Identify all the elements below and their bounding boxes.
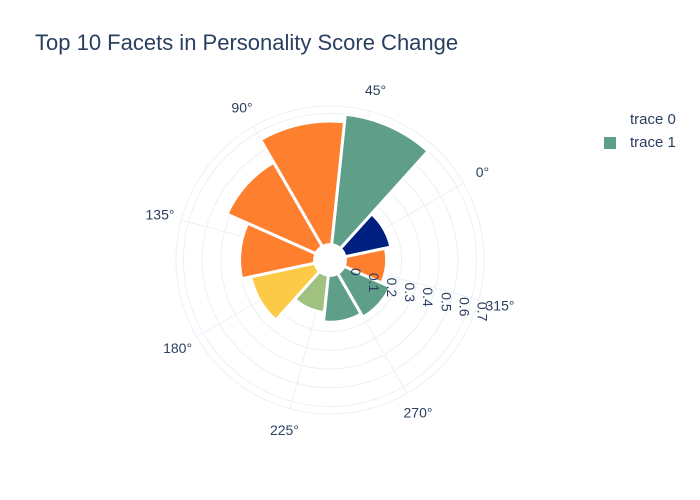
- legend-label-trace-0: trace 0: [630, 111, 676, 128]
- angular-tick-label: 315°: [486, 298, 515, 314]
- radial-axis-labels: 00.1 0.2 0.3 0.4 0.5 0.6 0.7: [348, 268, 491, 322]
- radial-tick-label: 0.3: [402, 283, 418, 303]
- angular-tick-label: 225°: [270, 422, 299, 438]
- chart-title: Top 10 Facets in Personality Score Chang…: [35, 30, 459, 55]
- polar-bars: [224, 112, 431, 324]
- angular-tick-label: 135°: [146, 206, 175, 222]
- legend-swatch-trace-0: [604, 114, 616, 126]
- radial-tick-label: 0.4: [420, 287, 436, 307]
- angular-tick-label: 90°: [231, 100, 252, 116]
- legend-swatch-trace-1: [604, 136, 616, 149]
- angular-axis-labels: 0° 45° 90° 135° 180° 225° 270° 315°: [146, 82, 515, 438]
- angular-tick-label: 45°: [365, 82, 386, 98]
- polar-bar-5[interactable]: [249, 261, 322, 323]
- radial-tick-label: 0.1: [366, 273, 382, 293]
- legend-item-trace-0[interactable]: trace 0: [604, 108, 676, 131]
- radial-tick-label: 0: [348, 268, 364, 276]
- outer-grid-circle: [175, 105, 485, 415]
- radial-tick-label: 0.2: [384, 278, 400, 298]
- radial-tick-label: 0.7: [475, 302, 491, 322]
- angular-tick-label: 180°: [163, 340, 192, 356]
- polar-bar-8[interactable]: [335, 264, 393, 320]
- polar-bar-4[interactable]: [238, 221, 318, 281]
- polar-bar-2[interactable]: [258, 119, 347, 249]
- radial-tick-label: 0.5: [438, 292, 454, 312]
- legend-item-trace-1[interactable]: trace 1: [604, 131, 676, 154]
- angular-tick-label: 270°: [404, 404, 433, 420]
- polar-bar-1[interactable]: [329, 112, 431, 251]
- legend-label-trace-1: trace 1: [630, 134, 676, 151]
- radial-grid-circle: [182, 112, 478, 408]
- polar-bar-3[interactable]: [224, 160, 325, 256]
- angular-tick-label: 0°: [476, 164, 489, 180]
- polar-bar-9[interactable]: [342, 246, 389, 286]
- radial-tick-label: 0.6: [456, 297, 472, 317]
- legend: trace 0 trace 1: [604, 108, 676, 154]
